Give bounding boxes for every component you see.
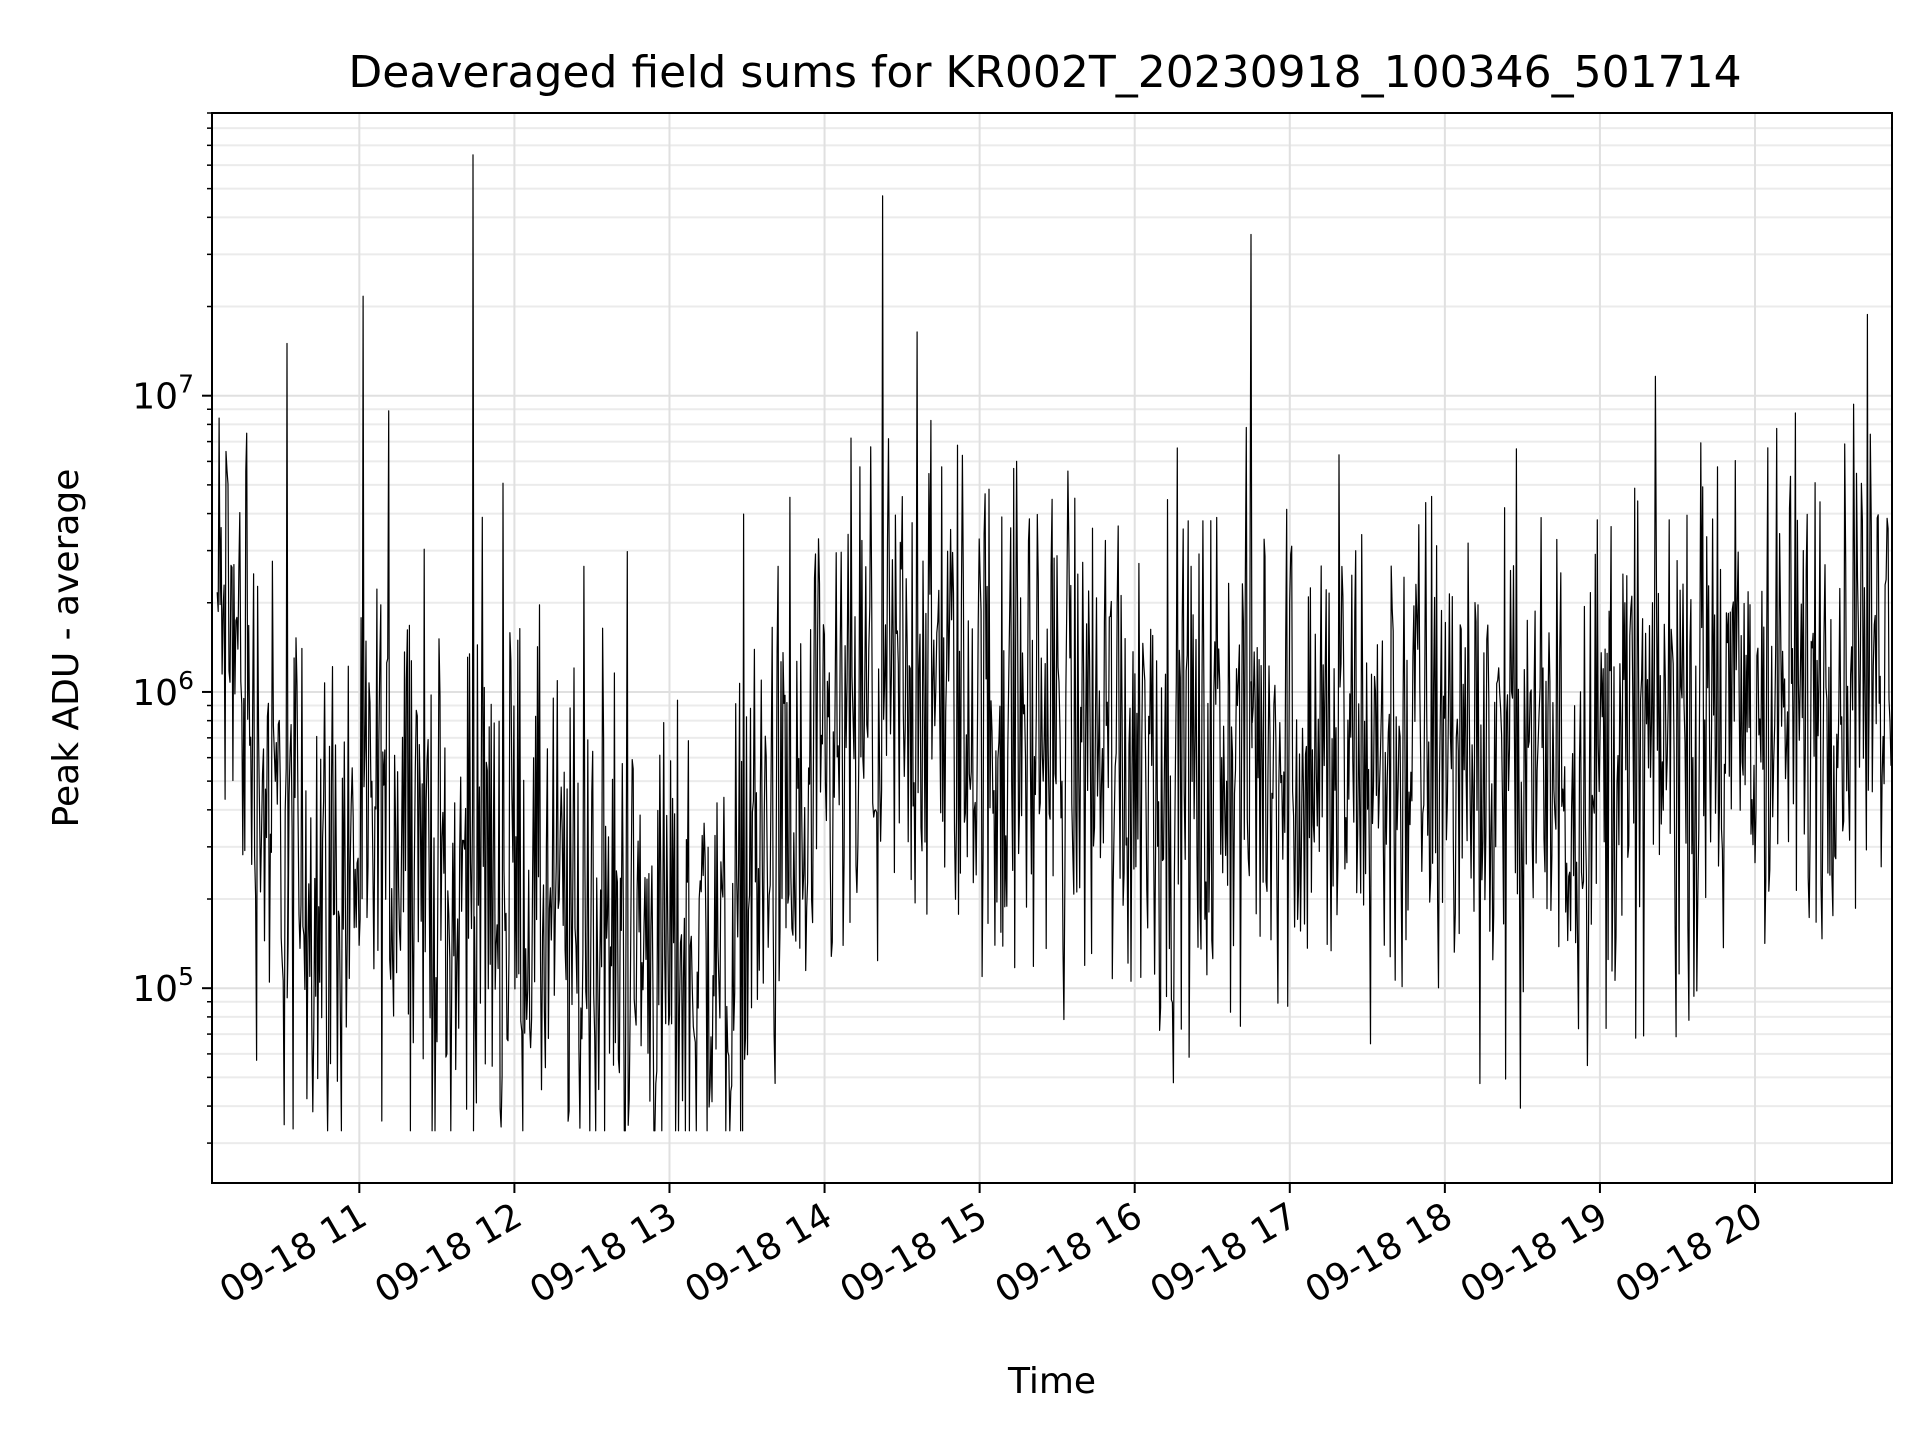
x-tick-label: 09-18 16 [989,1195,1150,1311]
y-axis-label: Peak ADU - average [46,469,87,828]
x-tick-label: 09-18 20 [1609,1195,1770,1311]
y-tick-label: 105 [132,962,194,1010]
y-tick-label: 107 [132,370,194,418]
y-tick-label: 106 [132,666,194,714]
series-line [216,154,1893,1132]
x-tick-label: 09-18 12 [368,1195,529,1311]
major-gridlines [212,113,1892,1183]
x-tick-label: 09-18 14 [678,1195,839,1311]
x-tick-label: 09-18 17 [1144,1195,1305,1311]
series-layer [216,154,1893,1132]
x-axis-label: Time [1007,1361,1096,1402]
x-tick-label: 09-18 19 [1454,1195,1615,1311]
x-tick-label: 09-18 13 [523,1195,684,1311]
x-tick-label: 09-18 18 [1299,1195,1460,1311]
plot-frame [211,112,1893,1184]
x-tick-label: 09-18 11 [213,1195,374,1311]
chart-title: Deaveraged field sums for KR002T_2023091… [348,47,1741,98]
x-tick-label: 09-18 15 [833,1195,994,1311]
y-axis: 105 106 107 [132,112,212,1144]
